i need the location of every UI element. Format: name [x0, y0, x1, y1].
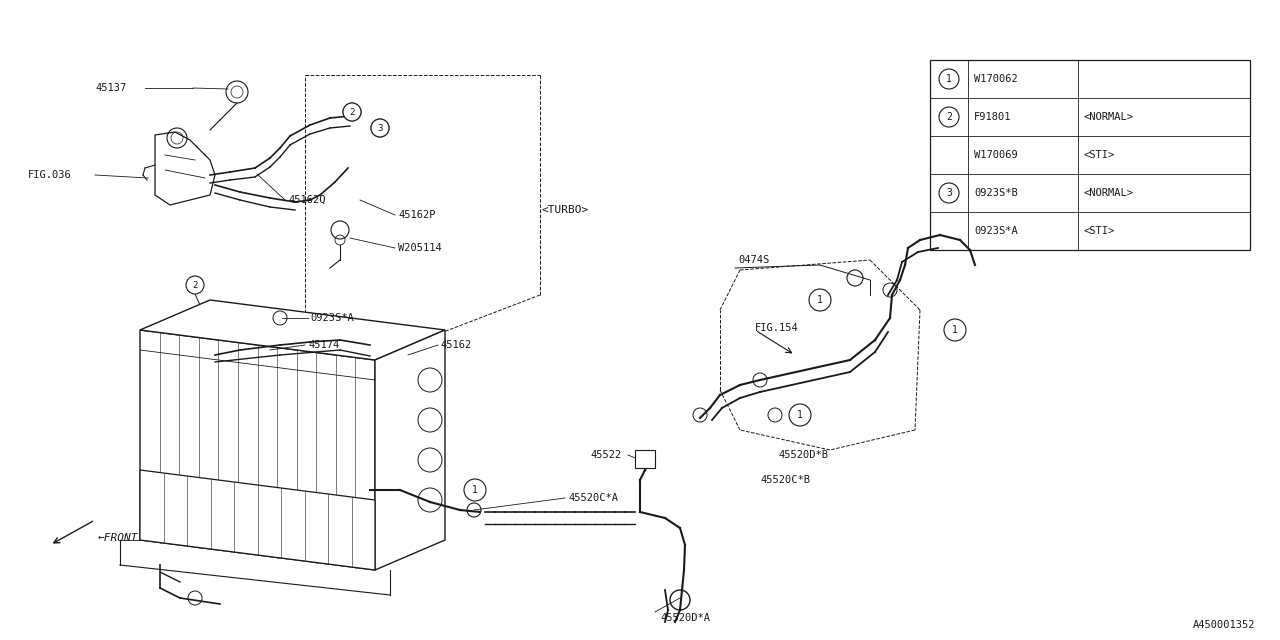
Text: 45174: 45174 [308, 340, 339, 350]
Text: <NORMAL>: <NORMAL> [1084, 188, 1134, 198]
Text: 2: 2 [946, 112, 952, 122]
Text: FIG.036: FIG.036 [28, 170, 72, 180]
Text: 45520C*B: 45520C*B [760, 475, 810, 485]
Circle shape [343, 103, 361, 121]
Text: 1: 1 [797, 410, 803, 420]
Text: FIG.154: FIG.154 [755, 323, 799, 333]
Text: <NORMAL>: <NORMAL> [1084, 112, 1134, 122]
Polygon shape [375, 330, 445, 570]
Circle shape [940, 69, 959, 89]
Text: <STI>: <STI> [1084, 150, 1115, 160]
Text: W170069: W170069 [974, 150, 1018, 160]
Text: 45162Q: 45162Q [288, 195, 325, 205]
Circle shape [465, 479, 486, 501]
Text: 45162P: 45162P [398, 210, 435, 220]
Polygon shape [140, 470, 375, 570]
Text: <STI>: <STI> [1084, 226, 1115, 236]
Text: A450001352: A450001352 [1193, 620, 1254, 630]
Text: 2: 2 [349, 108, 355, 116]
Text: 3: 3 [378, 124, 383, 132]
Text: 45520D*B: 45520D*B [778, 450, 828, 460]
Bar [931, 60, 1251, 250]
Text: 45137: 45137 [95, 83, 127, 93]
Text: 3: 3 [946, 188, 952, 198]
Text: ←FRONT: ←FRONT [99, 533, 138, 543]
Text: 1: 1 [952, 325, 957, 335]
Circle shape [371, 119, 389, 137]
Text: 2: 2 [192, 280, 197, 289]
Text: <TURBO>: <TURBO> [541, 205, 589, 215]
Polygon shape [140, 330, 375, 570]
Circle shape [809, 289, 831, 311]
Text: 0923S*A: 0923S*A [310, 313, 353, 323]
Text: W205114: W205114 [398, 243, 442, 253]
Polygon shape [140, 300, 445, 360]
Text: 1: 1 [946, 74, 952, 84]
Text: F91801: F91801 [974, 112, 1011, 122]
Text: 0474S: 0474S [739, 255, 769, 265]
Text: 1: 1 [472, 485, 477, 495]
Text: 45522: 45522 [590, 450, 621, 460]
Circle shape [186, 276, 204, 294]
Bar [635, 450, 655, 468]
Text: 45520C*A: 45520C*A [568, 493, 618, 503]
Text: 0923S*B: 0923S*B [974, 188, 1018, 198]
Circle shape [945, 319, 966, 341]
Text: 0923S*A: 0923S*A [974, 226, 1018, 236]
Text: 45520D*A: 45520D*A [660, 613, 710, 623]
Circle shape [788, 404, 812, 426]
Circle shape [940, 183, 959, 203]
Text: W170062: W170062 [974, 74, 1018, 84]
Circle shape [940, 107, 959, 127]
Text: 1: 1 [817, 295, 823, 305]
Text: 45162: 45162 [440, 340, 471, 350]
